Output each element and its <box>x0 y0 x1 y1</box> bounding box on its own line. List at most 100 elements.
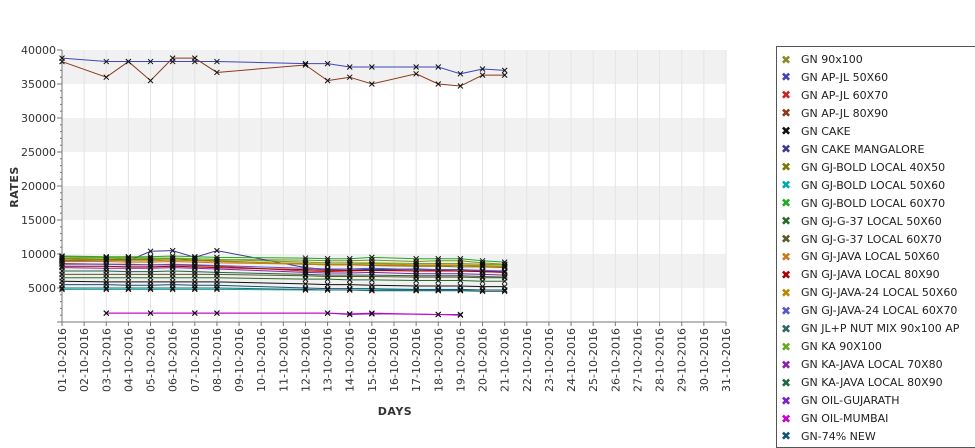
series-line <box>62 260 505 268</box>
series-line <box>62 273 505 279</box>
data-point <box>457 70 464 77</box>
data-point <box>59 257 65 263</box>
y-tick-label: 35000 <box>21 78 56 91</box>
legend-item: ✖ GN AP-JL 80X90 <box>777 106 888 121</box>
legend-marker-icon: ✖ <box>781 285 792 300</box>
data-point <box>413 287 419 294</box>
x-tick-label: 28-10-2016 <box>654 328 667 392</box>
x-tick-label: 11-10-2016 <box>277 328 290 392</box>
data-point <box>169 281 176 288</box>
data-point <box>302 260 309 267</box>
x-tick-label: 26-10-2016 <box>609 328 622 392</box>
data-point <box>191 253 198 260</box>
legend-marker-icon: ✖ <box>781 196 792 211</box>
legend-item: ✖ GN OIL-MUMBAI <box>777 411 888 426</box>
series-line <box>62 265 505 273</box>
legend-item: ✖ GN AP-JL 50X60 <box>777 70 888 85</box>
data-point <box>191 55 198 62</box>
y-axis-tick-labels: 5000 10000 15000 20000 25000 30000 35000 40000 <box>21 44 56 295</box>
data-point <box>302 259 309 266</box>
series-line <box>62 277 505 282</box>
data-point <box>103 74 110 81</box>
legend-marker-icon: ✖ <box>781 411 792 426</box>
data-point <box>369 272 375 278</box>
data-point <box>214 269 220 276</box>
data-point <box>346 259 353 266</box>
data-point <box>214 256 220 263</box>
legend-item: ✖ GN-74% NEW <box>777 429 876 444</box>
data-point <box>479 287 486 293</box>
legend-label: GN-74% NEW <box>801 429 876 443</box>
legend-item: ✖ GN 90x100 <box>777 52 863 67</box>
x-tick-label: 18-10-2016 <box>432 328 445 392</box>
data-point <box>214 247 220 254</box>
data-point <box>369 285 375 292</box>
data-point <box>59 286 65 293</box>
data-point <box>125 286 132 293</box>
data-point <box>147 310 154 317</box>
legend-marker-icon: ✖ <box>781 339 792 354</box>
data-point <box>302 265 309 272</box>
data-point <box>147 282 154 289</box>
data-point <box>169 247 176 254</box>
data-point <box>214 254 220 261</box>
data-point <box>324 285 331 292</box>
data-point <box>125 268 132 275</box>
x-tick-label: 01-10-2016 <box>56 328 69 392</box>
data-point <box>191 257 198 264</box>
axes <box>57 49 727 326</box>
series-points <box>59 55 508 319</box>
legend-marker-icon: ✖ <box>781 321 792 336</box>
x-axis-tick-labels: 01-10-2016 02-10-2016 03-10-2016 04-10-2016… <box>56 328 733 392</box>
data-point <box>302 286 309 293</box>
legend-label: GN KA-JAVA LOCAL 80X90 <box>801 376 943 390</box>
y-tick-label: 10000 <box>21 248 56 261</box>
data-point <box>369 64 375 70</box>
x-tick-label: 08-10-2016 <box>211 328 224 392</box>
x-tick-label: 02-10-2016 <box>78 328 91 392</box>
data-point <box>479 271 486 278</box>
data-point <box>346 266 353 272</box>
data-point <box>302 255 309 261</box>
series-line <box>61 57 505 87</box>
legend-marker-icon: ✖ <box>781 267 792 282</box>
data-point <box>501 287 508 293</box>
data-point <box>191 282 198 289</box>
data-point <box>125 282 132 289</box>
legend-item: ✖ GN GJ-BOLD LOCAL 60X70 <box>777 196 945 211</box>
data-point <box>479 72 486 79</box>
data-point <box>147 248 154 255</box>
data-point <box>501 72 508 79</box>
data-point <box>457 272 464 279</box>
legend-item: ✖ GN GJ-JAVA-24 LOCAL 50X60 <box>777 285 957 300</box>
data-point <box>346 255 353 262</box>
data-point <box>103 310 110 317</box>
data-point <box>369 265 375 272</box>
data-point <box>435 287 442 294</box>
data-point <box>103 257 110 263</box>
data-point <box>125 253 132 260</box>
y-tick-label: 40000 <box>21 44 56 57</box>
data-point <box>457 255 464 262</box>
data-point <box>191 255 198 262</box>
data-point <box>346 74 353 81</box>
x-tick-label: 13-10-2016 <box>322 328 335 392</box>
data-point <box>103 286 110 293</box>
x-tick-label: 10-10-2016 <box>255 328 268 392</box>
legend-item: ✖ GN GJ-BOLD LOCAL 40X50 <box>777 160 945 175</box>
legend-marker-icon: ✖ <box>781 88 792 103</box>
legend-item: ✖ GN AP-JL 60X70 <box>777 88 888 103</box>
data-point <box>125 264 132 270</box>
x-tick-label: 27-10-2016 <box>631 328 644 392</box>
data-point <box>346 272 353 278</box>
series-line <box>61 267 505 276</box>
data-point <box>413 272 419 279</box>
data-point <box>191 268 198 275</box>
data-point <box>479 288 486 295</box>
data-point <box>457 270 464 277</box>
data-point <box>324 270 331 276</box>
x-tick-label: 05-10-2016 <box>145 328 158 392</box>
data-point <box>369 267 375 274</box>
data-point <box>324 60 331 67</box>
data-point <box>169 263 176 270</box>
